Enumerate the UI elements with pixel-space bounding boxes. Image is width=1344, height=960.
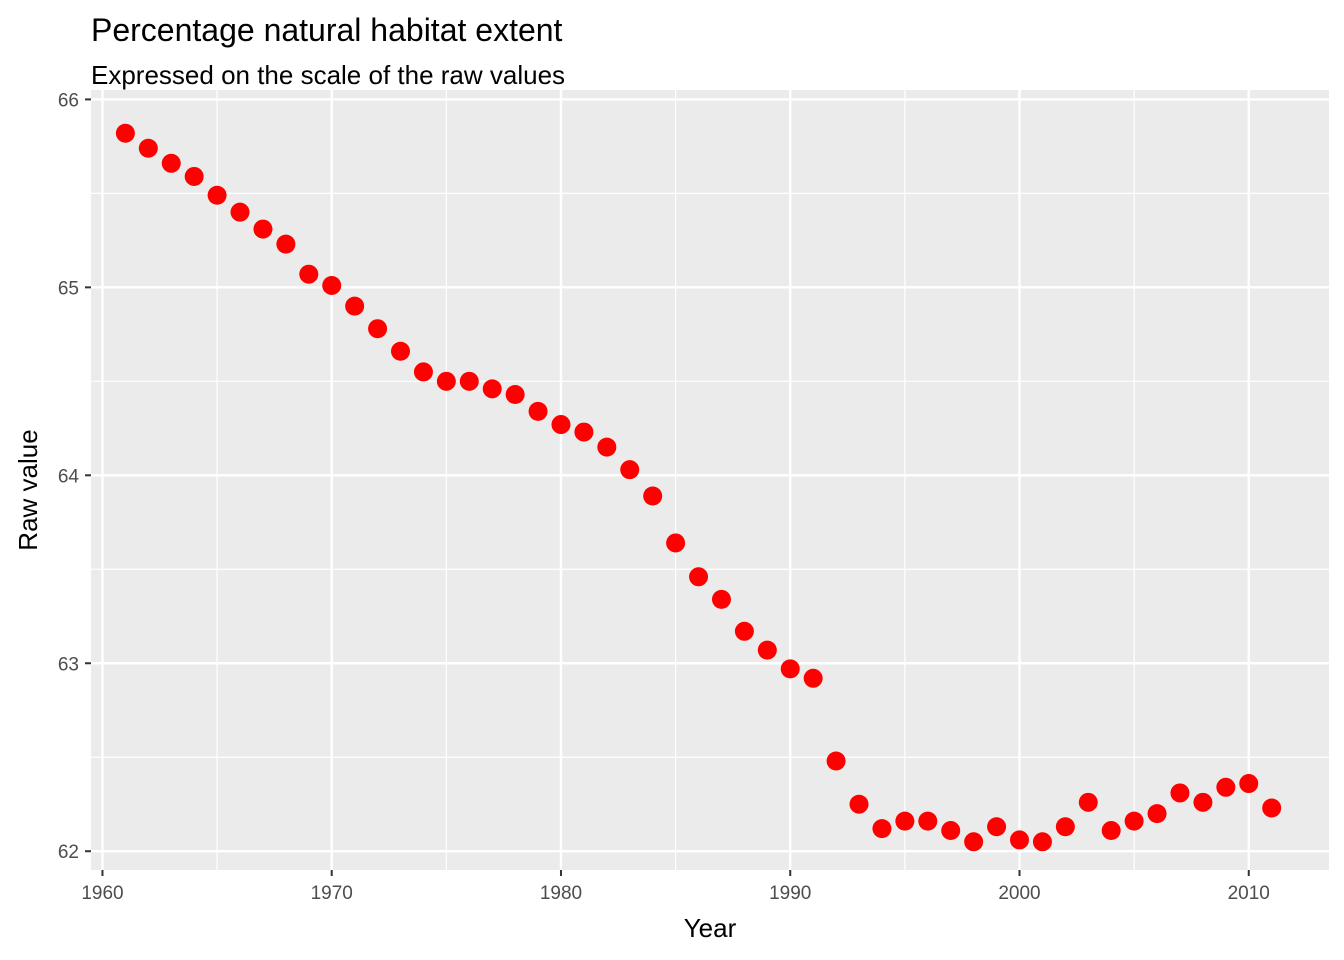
data-point: [734, 621, 754, 641]
data-point: [551, 415, 571, 435]
data-point: [459, 371, 479, 391]
data-point: [941, 821, 961, 841]
data-point: [115, 123, 135, 143]
data-point: [207, 185, 227, 205]
data-point: [826, 751, 846, 771]
data-point: [253, 219, 273, 239]
data-point: [138, 138, 158, 158]
data-point: [964, 832, 984, 852]
data-point: [574, 422, 594, 442]
y-tick-label: 62: [58, 842, 79, 863]
data-point: [1193, 792, 1213, 812]
data-point: [803, 668, 823, 688]
data-point: [620, 460, 640, 480]
data-point: [1032, 832, 1052, 852]
chart-subtitle: Expressed on the scale of the raw values: [91, 60, 565, 90]
data-point: [849, 794, 869, 814]
data-point: [528, 401, 548, 421]
data-point: [895, 811, 915, 831]
data-point: [368, 319, 388, 339]
data-point: [987, 817, 1007, 837]
data-point: [597, 437, 617, 457]
x-tick-label: 1990: [769, 883, 811, 904]
data-point: [872, 819, 892, 839]
data-point: [299, 264, 319, 284]
data-point: [918, 811, 938, 831]
data-point: [780, 659, 800, 679]
x-tick-label: 1970: [311, 883, 353, 904]
y-tick-label: 64: [58, 466, 80, 487]
data-point: [436, 371, 456, 391]
x-tick-label: 2010: [1228, 883, 1270, 904]
data-point: [711, 589, 731, 609]
x-axis-title: Year: [684, 913, 737, 943]
data-point: [1239, 774, 1259, 794]
data-point: [482, 379, 502, 399]
chart-title: Percentage natural habitat extent: [91, 12, 563, 48]
data-point: [505, 384, 525, 404]
data-points: [115, 123, 1282, 852]
data-point: [391, 341, 410, 361]
data-point: [666, 533, 686, 553]
data-point: [643, 486, 663, 506]
data-point: [1170, 783, 1190, 803]
plot-panel: [91, 90, 1329, 870]
y-tick-label: 63: [58, 654, 79, 675]
x-tick-label: 2000: [998, 883, 1040, 904]
data-point: [1147, 804, 1167, 824]
data-point: [1101, 821, 1121, 841]
y-tick-label: 65: [58, 278, 79, 299]
data-point: [322, 275, 342, 295]
data-point: [1055, 817, 1075, 837]
data-point: [1262, 798, 1282, 818]
data-point: [345, 296, 365, 316]
data-point: [757, 640, 777, 660]
x-axis: 1960 1970 1980 1990 2000 2010: [81, 870, 1270, 904]
data-point: [1124, 811, 1144, 831]
y-tick-label: 66: [58, 90, 79, 111]
grid-major: [91, 90, 1329, 870]
x-tick-label: 1960: [81, 883, 123, 904]
data-point: [1216, 777, 1236, 797]
data-point: [276, 234, 296, 254]
data-point: [413, 362, 433, 382]
y-axis: 62 63 64 65 66: [58, 90, 91, 863]
y-axis-title: Raw value: [13, 429, 43, 550]
data-point: [1010, 830, 1029, 850]
x-tick-label: 1980: [540, 883, 582, 904]
grid-minor: [91, 90, 1329, 870]
data-point: [1078, 792, 1098, 812]
data-point: [689, 567, 709, 587]
data-point: [161, 153, 181, 173]
data-point: [184, 166, 204, 186]
data-point: [230, 202, 250, 222]
